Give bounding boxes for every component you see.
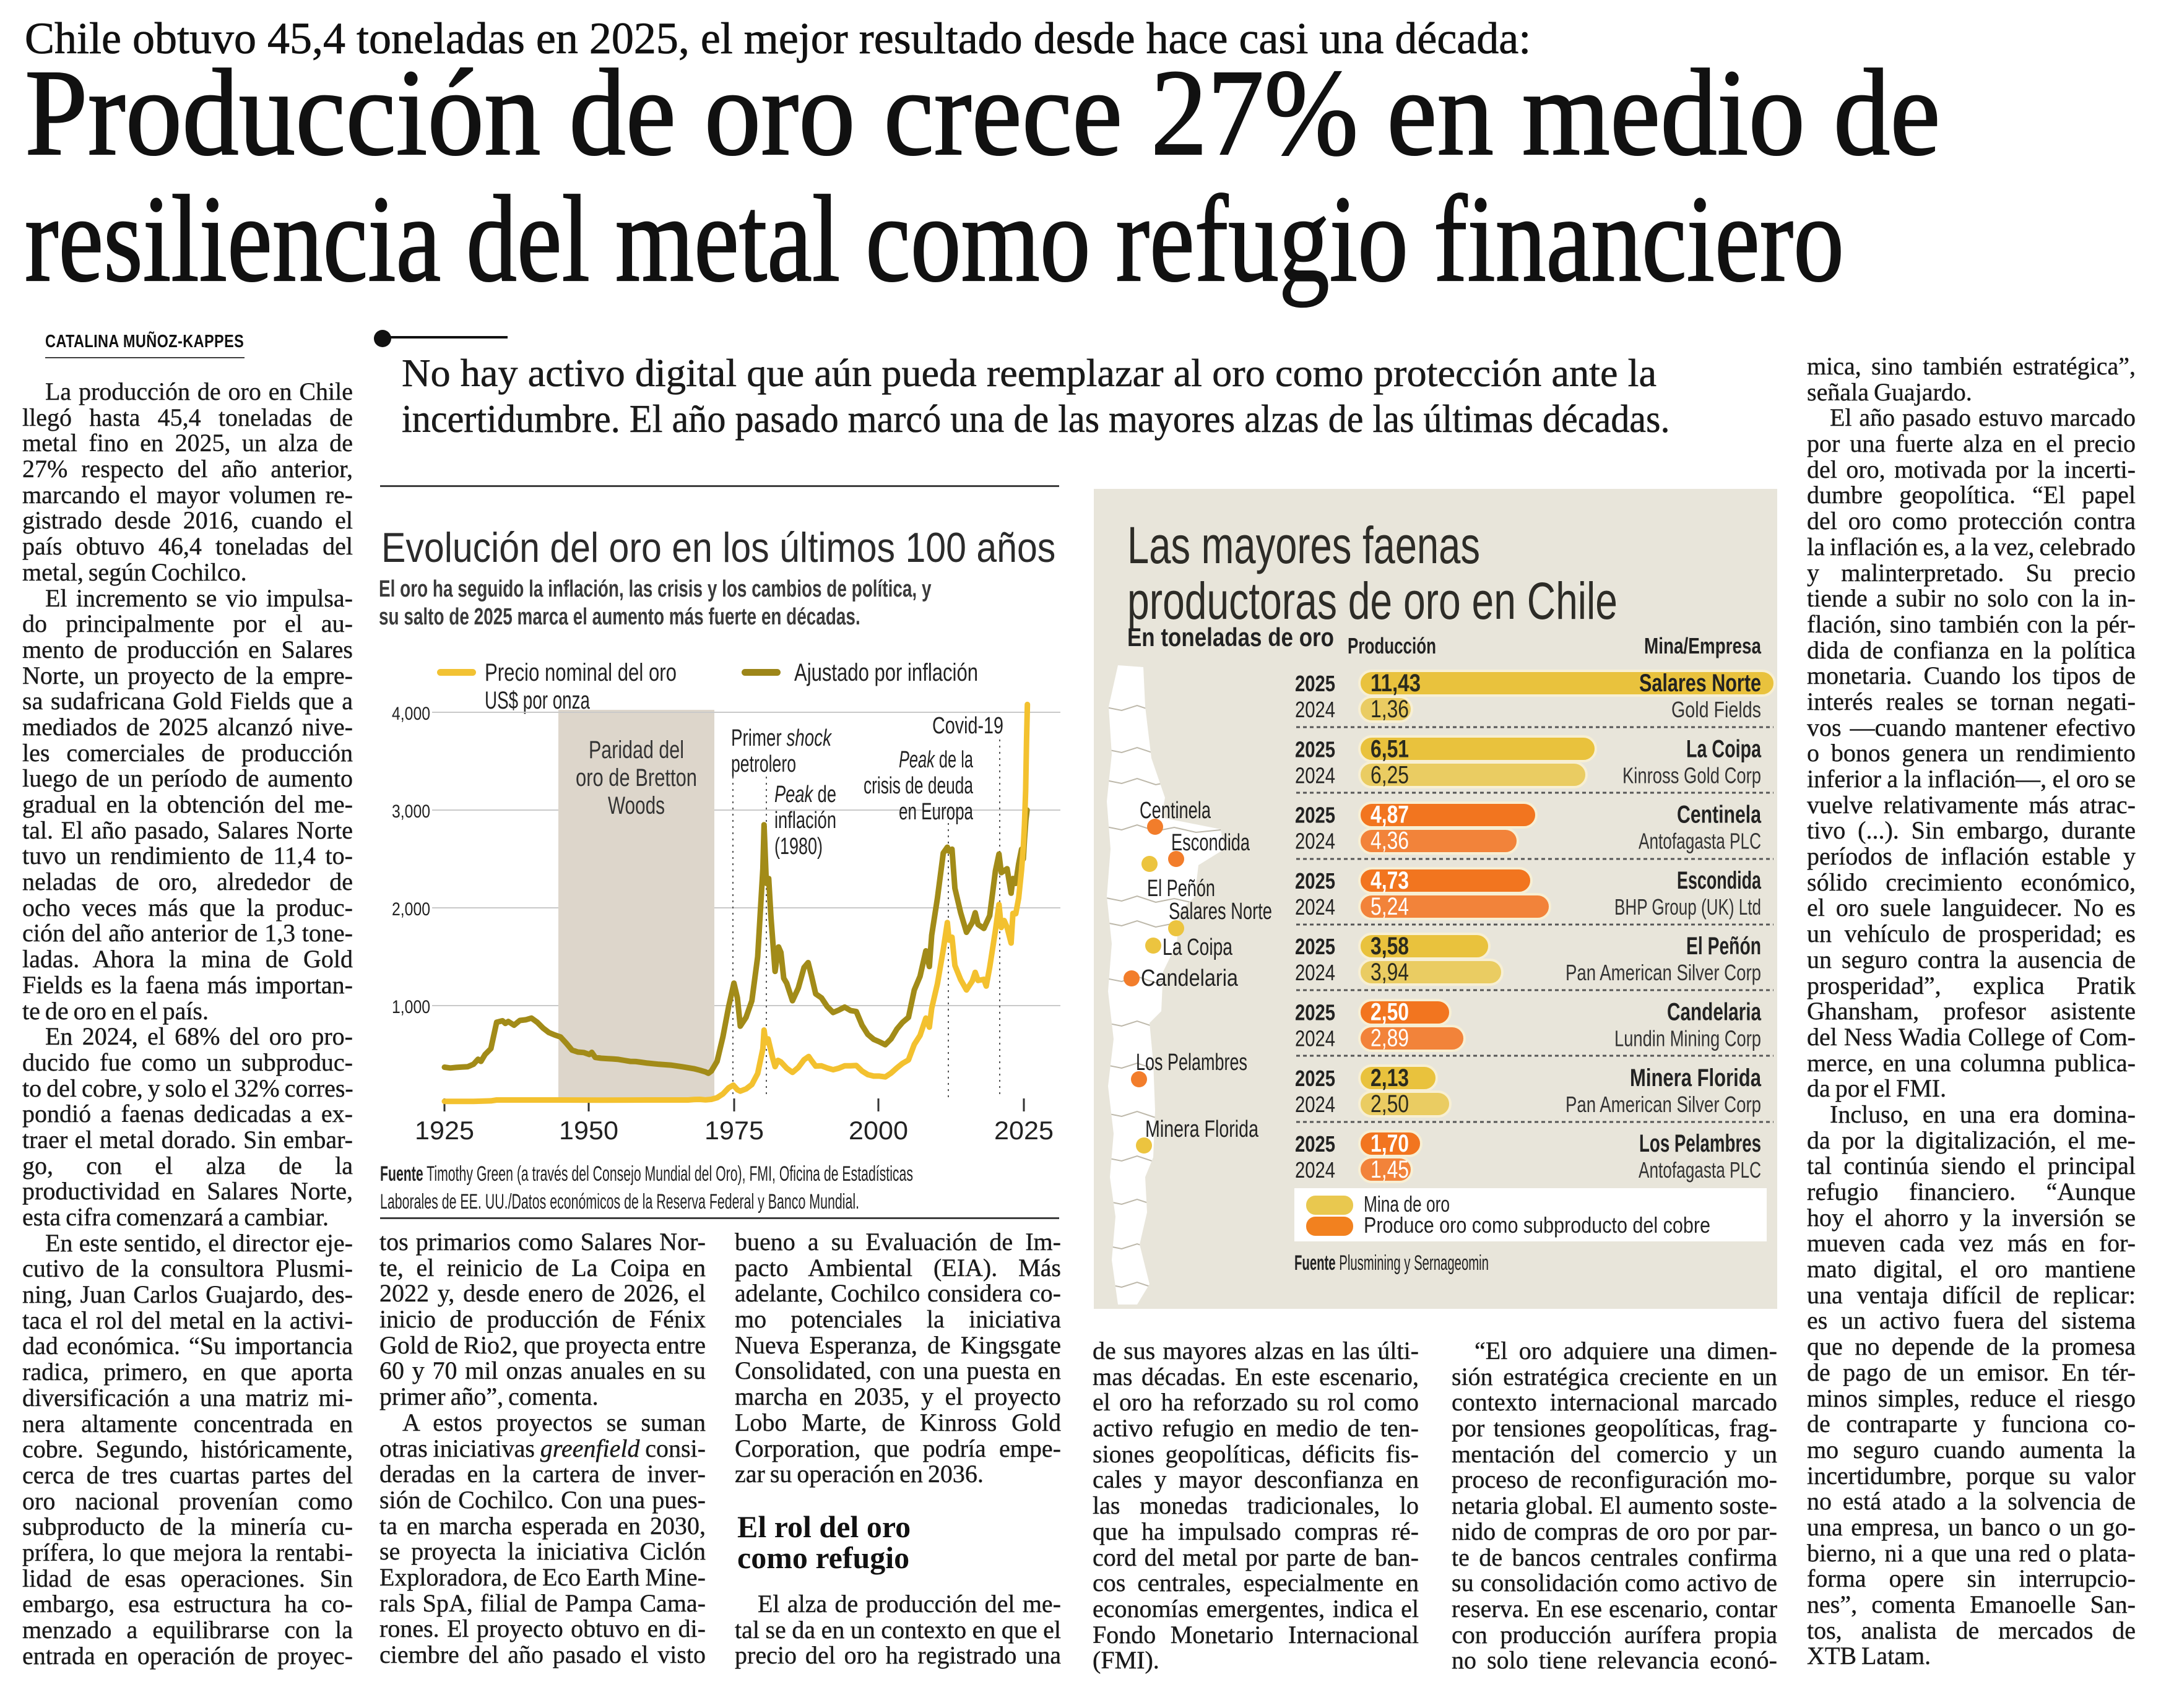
svg-text:2025: 2025	[1295, 1000, 1335, 1025]
svg-text:Paridad del: Paridad del	[589, 736, 684, 764]
svg-text:Centinela: Centinela	[1677, 801, 1762, 829]
svg-text:Pan American Silver Corp: Pan American Silver Corp	[1566, 960, 1761, 985]
svg-text:La Coipa: La Coipa	[1686, 735, 1762, 762]
svg-text:2000: 2000	[849, 1116, 908, 1145]
svg-text:6,51: 6,51	[1371, 735, 1409, 762]
svg-text:2024: 2024	[1295, 829, 1335, 854]
svg-text:Peak de la: Peak de la	[899, 747, 974, 773]
svg-text:BHP Group (UK) Ltd: BHP Group (UK) Ltd	[1614, 894, 1761, 920]
svg-text:Precio nominal del oro: Precio nominal del oro	[485, 659, 677, 686]
svg-text:Las mayores faenas: Las mayores faenas	[1127, 516, 1480, 574]
svg-text:3,58: 3,58	[1371, 933, 1409, 960]
svg-text:4,87: 4,87	[1371, 801, 1409, 829]
svg-text:Lundin Mining Corp: Lundin Mining Corp	[1614, 1026, 1761, 1051]
svg-text:1,45: 1,45	[1371, 1156, 1409, 1183]
svg-text:2024: 2024	[1295, 960, 1335, 985]
svg-text:4,36: 4,36	[1371, 827, 1409, 855]
svg-text:La Coipa: La Coipa	[1163, 934, 1233, 960]
svg-text:2,50: 2,50	[1371, 999, 1409, 1026]
svg-text:US$ por onza: US$ por onza	[485, 687, 591, 714]
svg-text:El Peñón: El Peñón	[1147, 876, 1215, 902]
svg-text:Salares Norte: Salares Norte	[1639, 670, 1761, 697]
svg-text:oro de Bretton: oro de Bretton	[576, 764, 697, 791]
svg-text:1,36: 1,36	[1371, 696, 1409, 723]
svg-text:Peak de: Peak de	[774, 782, 836, 808]
svg-text:Producción: Producción	[1348, 633, 1436, 658]
svg-text:1925: 1925	[415, 1116, 474, 1145]
svg-text:2025: 2025	[1295, 736, 1335, 762]
svg-text:2024: 2024	[1295, 1092, 1335, 1117]
svg-text:1975: 1975	[704, 1116, 764, 1145]
svg-text:2025: 2025	[1295, 1131, 1335, 1157]
svg-text:Primer shock: Primer shock	[731, 725, 832, 751]
svg-text:2024: 2024	[1295, 697, 1335, 722]
svg-text:inflación: inflación	[774, 808, 836, 834]
svg-text:crisis de deuda: crisis de deuda	[864, 773, 974, 799]
svg-text:Pan American Silver Corp: Pan American Silver Corp	[1566, 1092, 1761, 1117]
svg-text:Covid-19: Covid-19	[932, 713, 1003, 739]
svg-text:2,89: 2,89	[1371, 1025, 1409, 1052]
svg-text:Mina/Empresa: Mina/Empresa	[1644, 633, 1762, 658]
svg-text:2,50: 2,50	[1371, 1090, 1409, 1118]
svg-text:2025: 2025	[994, 1116, 1054, 1145]
svg-text:Ajustado por inflación: Ajustado por inflación	[794, 659, 978, 686]
svg-text:productoras de oro en Chile: productoras de oro en Chile	[1127, 572, 1618, 630]
svg-text:Kinross Gold Corp: Kinross Gold Corp	[1622, 762, 1761, 788]
svg-text:El Peñón: El Peñón	[1686, 933, 1761, 960]
svg-text:11,43: 11,43	[1371, 670, 1421, 697]
svg-text:1950: 1950	[559, 1116, 618, 1145]
svg-text:3,94: 3,94	[1371, 959, 1409, 986]
svg-text:Minera Florida: Minera Florida	[1145, 1116, 1259, 1142]
svg-text:2024: 2024	[1295, 1026, 1335, 1051]
svg-text:Candelaria: Candelaria	[1667, 999, 1762, 1026]
svg-text:En toneladas de oro: En toneladas de oro	[1127, 623, 1334, 652]
svg-text:2,13: 2,13	[1371, 1064, 1409, 1092]
svg-text:2024: 2024	[1295, 894, 1335, 920]
svg-text:4,000: 4,000	[392, 704, 430, 724]
svg-text:Fuente Plusmining y Sernageom: Fuente Plusmining y Sernageomin	[1294, 1251, 1489, 1275]
svg-text:Woods: Woods	[608, 792, 665, 819]
svg-text:5,24: 5,24	[1371, 893, 1409, 920]
svg-text:2024: 2024	[1295, 762, 1335, 788]
svg-text:6,25: 6,25	[1371, 761, 1409, 788]
svg-text:Centinela: Centinela	[1140, 798, 1211, 824]
svg-text:1,000: 1,000	[392, 997, 430, 1017]
svg-text:Los Pelambres: Los Pelambres	[1639, 1130, 1761, 1157]
svg-text:Minera Florida: Minera Florida	[1630, 1064, 1762, 1092]
svg-text:2025: 2025	[1295, 1066, 1335, 1091]
svg-text:Mina de oro: Mina de oro	[1364, 1191, 1450, 1217]
svg-text:Laborales de EE. UU./Datos eco: Laborales de EE. UU./Datos económicos de…	[380, 1190, 859, 1214]
svg-text:Candelaria: Candelaria	[1141, 965, 1239, 991]
svg-text:2025: 2025	[1295, 803, 1335, 828]
svg-text:Fuente Timothy Green (a través: Fuente Timothy Green (a través del Conse…	[380, 1162, 913, 1186]
svg-text:Antofagasta PLC: Antofagasta PLC	[1639, 1157, 1761, 1183]
svg-text:2025: 2025	[1295, 671, 1335, 696]
svg-text:Salares Norte: Salares Norte	[1169, 899, 1272, 925]
svg-text:(1980): (1980)	[774, 834, 823, 860]
svg-text:4,73: 4,73	[1371, 867, 1409, 894]
svg-text:Antofagasta PLC: Antofagasta PLC	[1639, 829, 1761, 854]
svg-text:2,000: 2,000	[392, 899, 430, 920]
svg-text:Gold Fields: Gold Fields	[1671, 697, 1761, 722]
svg-text:Escondida: Escondida	[1171, 830, 1250, 856]
svg-text:en Europa: en Europa	[899, 799, 974, 825]
svg-text:2024: 2024	[1295, 1157, 1335, 1183]
svg-text:Los Pelambres: Los Pelambres	[1136, 1050, 1247, 1076]
svg-text:2025: 2025	[1295, 868, 1335, 894]
svg-text:1,70: 1,70	[1371, 1130, 1409, 1157]
svg-text:2025: 2025	[1295, 934, 1335, 959]
svg-text:Escondida: Escondida	[1677, 867, 1762, 894]
svg-text:petrolero: petrolero	[731, 751, 796, 777]
svg-text:3,000: 3,000	[392, 801, 430, 822]
svg-text:Produce oro como subproducto d: Produce oro como subproducto del cobre	[1364, 1212, 1710, 1238]
